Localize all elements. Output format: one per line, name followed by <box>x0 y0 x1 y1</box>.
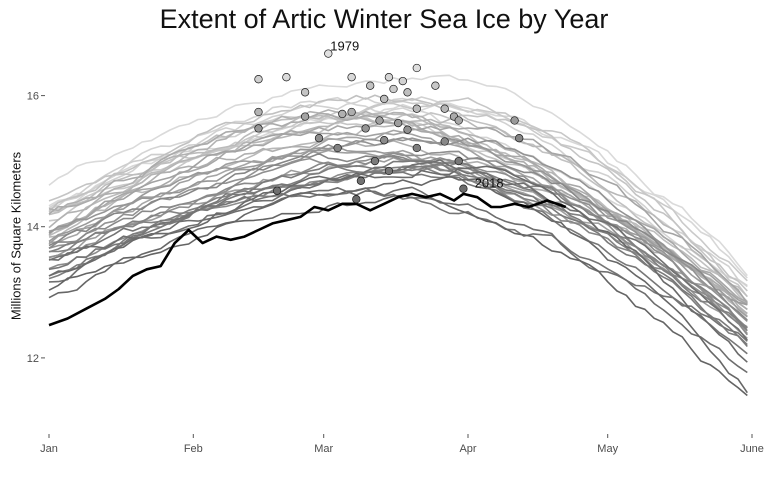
annual-maximum-point <box>389 84 398 94</box>
annual-maximum-point <box>272 186 282 195</box>
highlight-line-group <box>48 192 567 327</box>
annual-maximum-point <box>282 73 291 82</box>
year-line <box>48 160 748 348</box>
annual-maximum-point <box>440 104 449 113</box>
annual-maxima-points <box>254 49 524 204</box>
annual-maximum-point <box>352 195 361 204</box>
annual-maximum-point <box>300 88 310 97</box>
year-line <box>48 74 748 277</box>
annual-maximum-point <box>324 49 333 58</box>
annual-maximum-point <box>403 125 412 134</box>
annual-maximum-point <box>394 118 403 128</box>
annual-maximum-point <box>510 116 519 125</box>
year-line <box>48 112 748 317</box>
year-line <box>48 159 748 341</box>
annual-maximum-point <box>412 104 421 113</box>
year-line <box>48 96 748 287</box>
year-line <box>48 165 748 363</box>
y-tick-label: 14 <box>27 222 39 234</box>
year-line <box>48 136 748 322</box>
x-tick-label: Feb <box>184 443 203 455</box>
annual-maximum-point <box>333 143 342 153</box>
annual-maximum-point <box>459 184 468 193</box>
year-line <box>48 137 748 335</box>
annual-maximum-point <box>375 116 384 125</box>
year-line <box>48 171 748 355</box>
annual-maximum-point <box>440 137 449 146</box>
annual-maximum-point <box>366 81 375 90</box>
annual-maximum-point <box>347 107 356 117</box>
annual-maximum-point <box>347 73 356 82</box>
annual-maximum-point <box>454 156 463 166</box>
year-line <box>48 175 748 394</box>
annual-maximum-point <box>403 88 412 97</box>
annual-maximum-point <box>254 75 263 84</box>
x-tick-label: May <box>597 443 618 455</box>
x-tick-label: Jan <box>40 443 58 455</box>
annual-maximum-point <box>412 143 421 153</box>
annotation-label: 1979 <box>330 39 359 54</box>
x-tick-label: Mar <box>314 443 333 455</box>
year-line <box>48 186 748 374</box>
year-line <box>48 194 748 397</box>
annual-maximum-point <box>338 109 347 119</box>
annual-maximum-point <box>254 107 263 117</box>
annual-maximum-point <box>361 124 370 133</box>
annual-maximum-point <box>454 116 463 125</box>
annual-maximum-point <box>380 136 389 145</box>
annual-maximum-point <box>254 124 263 133</box>
x-tick-label: Apr <box>459 443 476 455</box>
annotation-label: 2018 <box>475 176 504 191</box>
year-line <box>48 112 748 292</box>
annotations-group: 1979 2018 <box>330 39 503 191</box>
annual-maximum-point <box>384 73 394 82</box>
year-line <box>48 131 748 306</box>
series-2018-line <box>48 192 567 327</box>
annual-maximum-point <box>384 166 394 176</box>
annual-maximum-point <box>380 94 389 104</box>
annual-maximum-point <box>370 156 380 166</box>
annual-maximum-point <box>314 134 324 143</box>
annual-maximum-point <box>398 76 407 86</box>
annual-maximum-point <box>515 134 524 143</box>
annual-maximum-point <box>356 176 366 185</box>
year-line <box>48 150 748 328</box>
chart-title: Extent of Artic Winter Sea Ice by Year <box>159 4 609 34</box>
y-tick-label: 12 <box>27 353 39 365</box>
year-line <box>48 94 748 306</box>
year-line <box>48 155 748 321</box>
annual-maximum-point <box>300 112 310 121</box>
x-axis: Jan Feb Mar Apr May June <box>40 434 764 455</box>
annual-maximum-point <box>412 63 421 73</box>
y-tick-label: 16 <box>27 91 39 103</box>
annual-maximum-point <box>431 81 440 90</box>
y-axis: 12 14 16 <box>27 91 45 365</box>
x-tick-label: June <box>740 443 764 455</box>
